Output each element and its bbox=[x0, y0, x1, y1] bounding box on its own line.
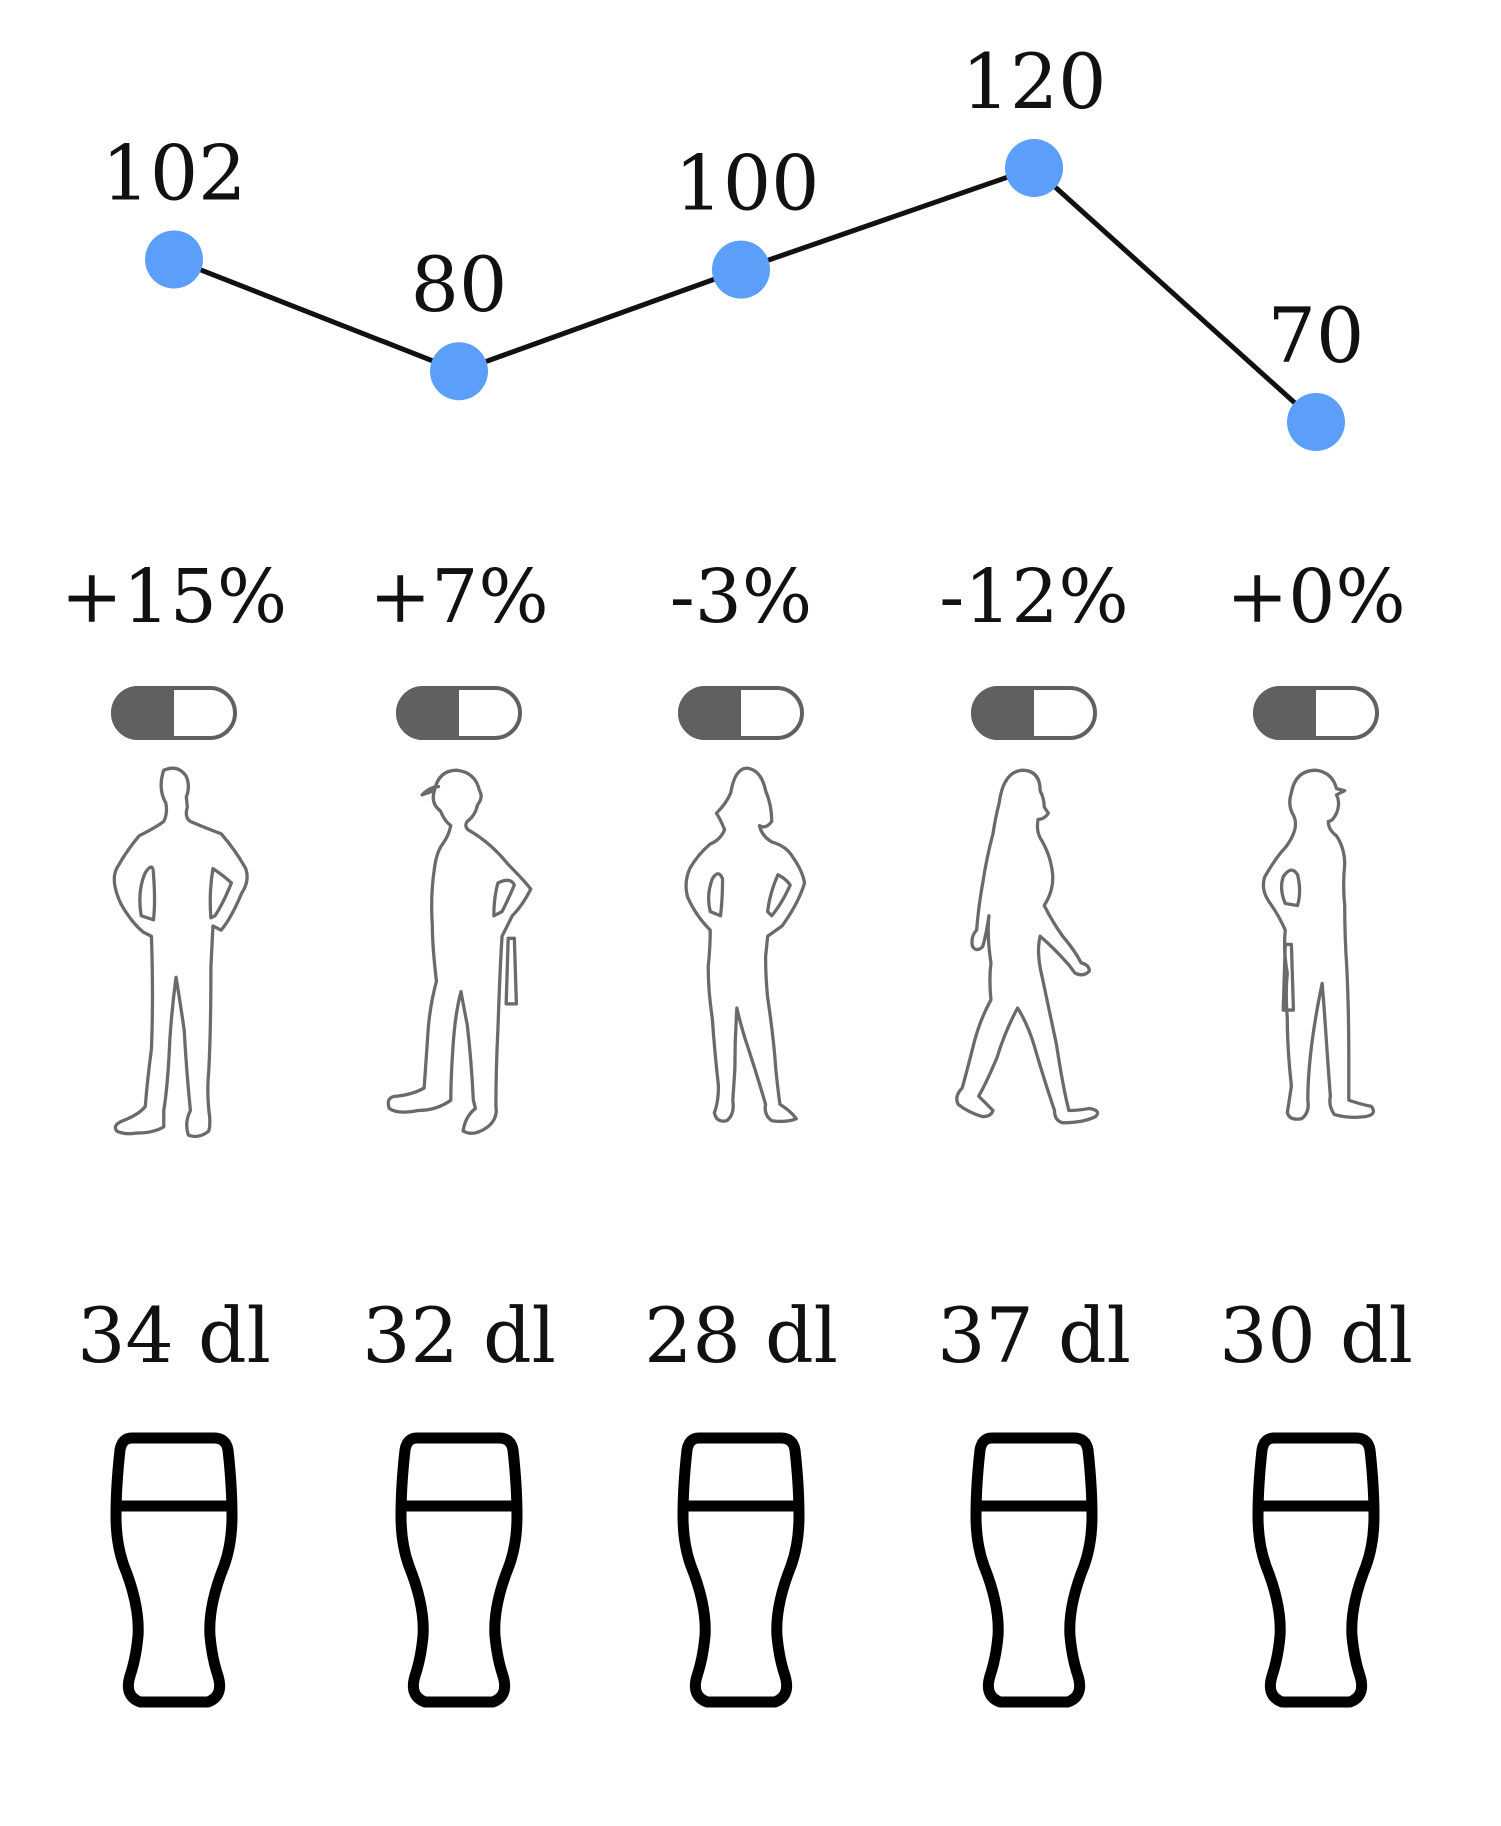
volume-label: 37 dl bbox=[937, 1291, 1131, 1380]
person-silhouette-icon bbox=[112, 766, 249, 1139]
toggle-fill bbox=[111, 686, 174, 740]
toggle-switch[interactable] bbox=[111, 686, 237, 740]
data-label: 102 bbox=[101, 128, 246, 217]
glasses bbox=[116, 1438, 1374, 1702]
data-point bbox=[712, 240, 770, 299]
volume-label: 32 dl bbox=[362, 1291, 556, 1380]
change-label: -12% bbox=[939, 554, 1128, 640]
volume-labels: 34 dl 32 dl 28 dl 37 dl 30 dl bbox=[77, 1291, 1413, 1380]
toggles bbox=[111, 686, 1379, 740]
line-chart: 102 80 100 120 70 bbox=[101, 37, 1364, 451]
toggle-fill bbox=[678, 686, 741, 740]
person-silhouette-icon bbox=[386, 768, 533, 1135]
toggle-track bbox=[396, 686, 522, 740]
pint-glass-icon bbox=[1258, 1438, 1374, 1702]
data-point bbox=[430, 342, 488, 401]
pint-glass-icon bbox=[401, 1438, 517, 1702]
toggle-fill bbox=[971, 686, 1034, 740]
volume-label: 30 dl bbox=[1219, 1291, 1413, 1380]
person-silhouette-icon bbox=[955, 768, 1100, 1125]
toggle-track bbox=[111, 686, 237, 740]
toggle-fill bbox=[396, 686, 459, 740]
pint-glass-icon bbox=[116, 1438, 232, 1702]
toggle-track bbox=[971, 686, 1097, 740]
data-label: 120 bbox=[961, 37, 1106, 126]
change-label: +0% bbox=[1226, 554, 1405, 640]
pint-glass-icon bbox=[976, 1438, 1092, 1702]
person-silhouette-icon bbox=[684, 766, 807, 1124]
volume-label: 34 dl bbox=[77, 1291, 271, 1380]
toggle-switch[interactable] bbox=[396, 686, 522, 740]
data-point bbox=[1005, 139, 1063, 197]
pint-glass-icon bbox=[683, 1438, 799, 1702]
toggle-switch[interactable] bbox=[1253, 686, 1379, 740]
change-label: -3% bbox=[670, 554, 812, 640]
person-silhouette-icon bbox=[1261, 768, 1376, 1121]
toggle-switch[interactable] bbox=[678, 686, 804, 740]
volume-label: 28 dl bbox=[644, 1291, 838, 1380]
data-label: 100 bbox=[674, 139, 819, 228]
change-labels: +15% +7% -3% -12% +0% bbox=[61, 554, 1406, 640]
data-label: 80 bbox=[411, 240, 508, 329]
toggle-switch[interactable] bbox=[971, 686, 1097, 740]
change-label: +7% bbox=[369, 554, 548, 640]
toggle-track bbox=[1253, 686, 1379, 740]
data-point bbox=[145, 230, 203, 289]
toggle-fill bbox=[1253, 686, 1316, 740]
figures bbox=[112, 766, 1376, 1139]
toggle-track bbox=[678, 686, 804, 740]
data-label: 70 bbox=[1268, 291, 1365, 380]
data-point bbox=[1287, 393, 1345, 451]
change-label: +15% bbox=[61, 554, 287, 640]
